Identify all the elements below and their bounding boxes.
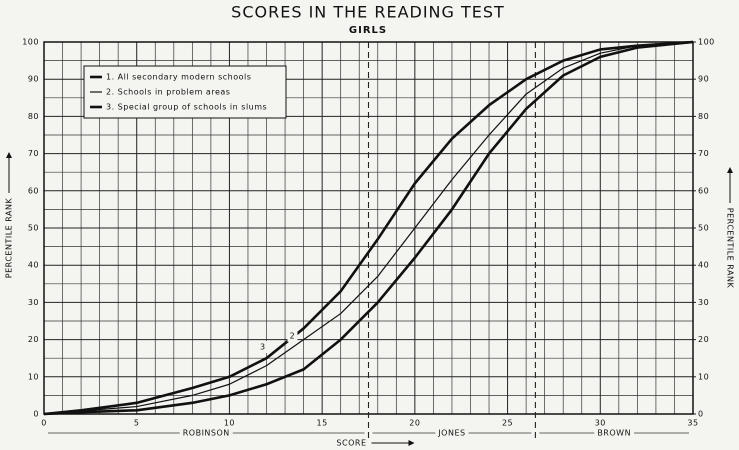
y2-tick-label: 90 bbox=[698, 75, 709, 84]
region-label: ROBINSON bbox=[183, 429, 230, 438]
region-label-bg bbox=[179, 428, 233, 438]
curve-label-bg bbox=[287, 329, 298, 342]
curve-label: 2 bbox=[290, 331, 296, 340]
y2-tick-label: 100 bbox=[698, 38, 715, 47]
y2-tick-label: 30 bbox=[698, 298, 709, 307]
x-tick-label: 10 bbox=[224, 419, 235, 428]
y-arrowhead bbox=[6, 152, 12, 158]
x-arrowhead bbox=[408, 440, 415, 446]
region-label: JONES bbox=[437, 429, 465, 438]
y2-tick-label: 10 bbox=[698, 372, 709, 381]
y-axis-label: PERCENTILE RANK bbox=[5, 198, 14, 279]
x-tick-label: 15 bbox=[317, 419, 328, 428]
chart-subtitle: GIRLS bbox=[349, 25, 387, 36]
y2-tick-label: 20 bbox=[698, 335, 709, 344]
y-tick-label: 10 bbox=[28, 372, 39, 381]
x-tick-label: 30 bbox=[595, 419, 606, 428]
x-tick-label: 20 bbox=[409, 419, 420, 428]
region-label: BROWN bbox=[597, 429, 631, 438]
y2-axis-label: PERCENTILE RANK bbox=[726, 208, 735, 289]
curve-label: 3 bbox=[260, 343, 266, 352]
y2-arrowhead bbox=[727, 167, 733, 173]
y-tick-label: 30 bbox=[28, 298, 39, 307]
y-tick-label: 100 bbox=[22, 38, 39, 47]
y-tick-label: 60 bbox=[28, 186, 39, 195]
y2-tick-label: 0 bbox=[698, 410, 704, 419]
y-tick-label: 70 bbox=[28, 149, 39, 158]
curve-label-bg bbox=[257, 341, 268, 354]
x-tick-label: 25 bbox=[502, 419, 513, 428]
y-tick-label: 50 bbox=[28, 224, 39, 233]
x-tick-label: 5 bbox=[134, 419, 140, 428]
y-tick-label: 90 bbox=[28, 75, 39, 84]
y-tick-label: 80 bbox=[28, 112, 39, 121]
legend-label: 2. Schools in problem areas bbox=[106, 88, 230, 97]
x-tick-label: 0 bbox=[41, 419, 47, 428]
y2-tick-label: 80 bbox=[698, 112, 709, 121]
y-tick-label: 20 bbox=[28, 335, 39, 344]
region-label-bg bbox=[594, 428, 635, 438]
series-line bbox=[43, 41, 694, 415]
series-line bbox=[43, 40, 694, 416]
chart-title: SCORES IN THE READING TEST bbox=[231, 3, 505, 22]
y2-tick-label: 70 bbox=[698, 149, 709, 158]
y-tick-label: 0 bbox=[33, 410, 39, 419]
legend-label: 3. Special group of schools in slums bbox=[106, 103, 267, 112]
legend-box bbox=[83, 65, 287, 119]
series-line bbox=[43, 40, 694, 416]
legend-label: 1. All secondary modern schools bbox=[106, 73, 251, 82]
region-label-bg bbox=[435, 428, 469, 438]
y2-tick-label: 60 bbox=[698, 186, 709, 195]
y2-tick-label: 50 bbox=[698, 224, 709, 233]
x-tick-label: 35 bbox=[687, 419, 698, 428]
y2-tick-label: 40 bbox=[698, 261, 709, 270]
x-axis-label: SCORE bbox=[336, 439, 366, 448]
y-tick-label: 40 bbox=[28, 261, 39, 270]
